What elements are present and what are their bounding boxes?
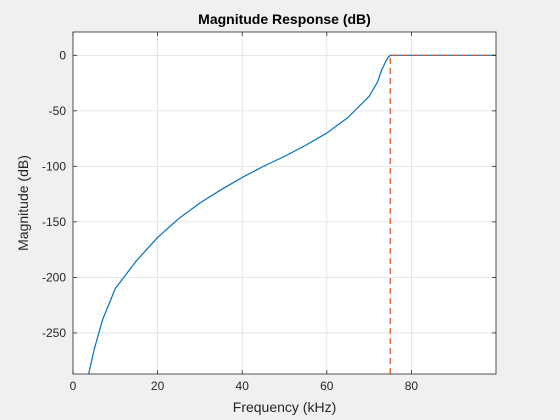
axis-ticks	[72, 32, 496, 374]
plot-frame	[72, 31, 497, 375]
x-tick-label: 20	[151, 379, 165, 393]
y-tick-label: -150	[42, 215, 66, 229]
x-tick-label: 0	[70, 379, 77, 393]
y-tick-label: 0	[59, 48, 66, 62]
y-tick-label: -200	[42, 270, 66, 284]
y-tick-label: -100	[42, 159, 66, 173]
plot-area	[73, 32, 496, 374]
y-axis-label: Magnitude (dB)	[15, 155, 31, 251]
chart-title: Magnitude Response (dB)	[198, 11, 371, 27]
x-tick-label: 80	[405, 379, 419, 393]
magnitude-response-line	[88, 54, 496, 375]
x-tick-label: 60	[320, 379, 334, 393]
x-axis-label: Frequency (kHz)	[233, 399, 336, 415]
y-tick-label: -50	[49, 104, 67, 118]
y-tick-label: -250	[42, 326, 66, 340]
series-layer	[88, 54, 496, 375]
x-tick-label: 40	[236, 379, 250, 393]
tick-labels: 0 20 40 60 80 0 -50 -100 -150 -200 -250	[42, 48, 418, 393]
grid-lines	[73, 32, 496, 374]
